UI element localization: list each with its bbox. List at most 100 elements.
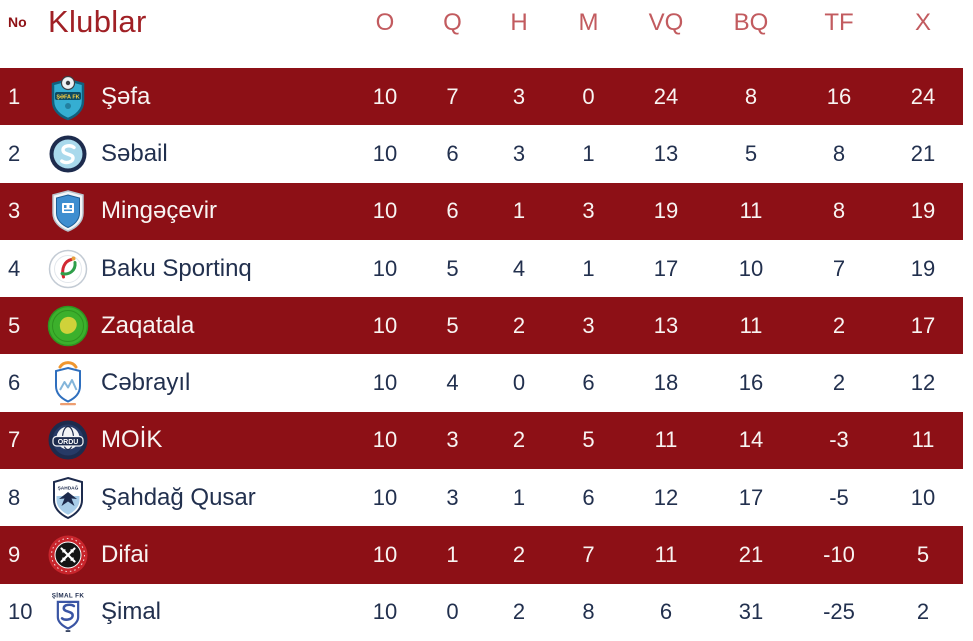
shahdag-crest-icon: ŞAHDAĞ <box>46 472 90 524</box>
shimal-crest-icon: ŞİMAL FK <box>46 586 90 638</box>
stat-m: 3 <box>582 312 595 338</box>
club-cell: ŞİMAL FK Şimal <box>44 586 351 638</box>
stat-tf: 7 <box>832 255 846 281</box>
stat-x: 12 <box>910 370 936 396</box>
table-row: 8 ŞAHDAĞ Şahdağ Qusar 10 3 1 6 12 17 -5 … <box>0 469 963 527</box>
stat-vq: 24 <box>653 83 679 109</box>
col-header-vq: VQ <box>648 9 684 36</box>
stat-q: 5 <box>446 255 459 281</box>
club-name: Şəfa <box>101 82 151 110</box>
moik-crest-icon: ORDU <box>46 414 90 466</box>
stat-tf: 2 <box>832 370 846 396</box>
club-cell: Mingəçevir <box>44 185 351 237</box>
svg-text:ŞİMAL FK: ŞİMAL FK <box>52 592 85 600</box>
stat-o: 10 <box>372 484 398 510</box>
stat-q: 3 <box>446 484 459 510</box>
stat-bq: 5 <box>744 140 758 166</box>
rank: 10 <box>8 599 33 625</box>
stat-bq: 14 <box>738 427 764 453</box>
difai-crest-icon <box>46 529 90 581</box>
table-row: 9 Difai 10 1 2 7 11 21 -10 5 <box>0 526 963 584</box>
club-cell: Zaqatala <box>44 300 351 352</box>
stat-tf: 8 <box>832 140 846 166</box>
stat-tf: -3 <box>829 427 849 453</box>
shefa-crest-icon: ŞƏFA FK <box>46 71 90 123</box>
stat-bq: 21 <box>738 542 764 568</box>
stat-bq: 11 <box>739 198 763 224</box>
club-cell: ORDU MOİK <box>44 414 351 466</box>
stat-o: 10 <box>372 83 398 109</box>
stat-h: 2 <box>512 427 526 453</box>
stat-x: 24 <box>910 83 936 109</box>
rank: 9 <box>8 542 21 568</box>
club-cell: ŞƏFA FK Şəfa <box>44 71 351 123</box>
club-cell: ŞAHDAĞ Şahdağ Qusar <box>44 472 351 524</box>
stat-bq: 31 <box>738 599 764 625</box>
stat-m: 1 <box>582 140 595 166</box>
stat-vq: 12 <box>653 484 679 510</box>
stat-bq: 10 <box>738 255 764 281</box>
stat-x: 11 <box>911 427 935 453</box>
stat-h: 3 <box>512 83 526 109</box>
table-header: No Klublar O Q H M VQ BQ TF X <box>0 0 963 68</box>
stat-x: 21 <box>910 140 936 166</box>
svg-text:ŞAHDAĞ: ŞAHDAĞ <box>58 483 79 491</box>
stat-m: 3 <box>582 198 595 224</box>
table-row: 3 Mingəçevir 10 6 1 3 19 11 8 19 <box>0 182 963 240</box>
stat-bq: 16 <box>738 370 764 396</box>
rank: 7 <box>8 427 21 453</box>
stat-h: 4 <box>512 255 526 281</box>
stat-x: 2 <box>916 599 930 625</box>
stat-x: 5 <box>916 542 930 568</box>
baku-sporting-crest-icon <box>46 243 90 295</box>
stat-h: 2 <box>512 542 526 568</box>
stat-o: 10 <box>372 312 398 338</box>
club-name: Difai <box>101 541 150 569</box>
stat-o: 10 <box>372 599 398 625</box>
stat-tf: 2 <box>832 312 846 338</box>
stat-m: 6 <box>582 370 595 396</box>
stat-q: 4 <box>446 370 459 396</box>
col-header-m: M <box>578 9 599 36</box>
stat-m: 1 <box>582 255 595 281</box>
stat-o: 10 <box>372 198 398 224</box>
stat-q: 6 <box>446 198 459 224</box>
rank: 6 <box>8 370 21 396</box>
stat-q: 3 <box>446 427 459 453</box>
club-name: Şahdağ Qusar <box>101 483 256 511</box>
stat-x: 17 <box>910 312 936 338</box>
stat-m: 0 <box>582 83 595 109</box>
stat-o: 10 <box>372 370 398 396</box>
club-name: Şimal <box>101 598 162 626</box>
rank: 3 <box>8 198 21 224</box>
stat-h: 0 <box>512 370 526 396</box>
col-header-x: X <box>914 9 931 36</box>
stat-tf: -25 <box>823 599 855 625</box>
stat-tf: 8 <box>832 198 846 224</box>
table-row: 5 Zaqatala 10 5 2 3 13 11 2 17 <box>0 297 963 355</box>
stat-vq: 11 <box>654 542 678 568</box>
zaqatala-crest-icon <box>46 300 90 352</box>
stat-vq: 19 <box>653 198 679 224</box>
svg-text:ORDU: ORDU <box>58 439 79 446</box>
club-name: MOİK <box>101 426 163 454</box>
stat-x: 10 <box>910 484 936 510</box>
rank: 8 <box>8 484 21 510</box>
stat-q: 0 <box>446 599 459 625</box>
cebrayil-crest-icon <box>46 357 90 409</box>
club-cell: Səbail <box>44 128 351 180</box>
stat-h: 1 <box>512 198 526 224</box>
stat-vq: 6 <box>659 599 673 625</box>
stat-o: 10 <box>372 427 398 453</box>
club-cell: Baku Sportinq <box>44 243 351 295</box>
stat-bq: 17 <box>738 484 764 510</box>
club-name: Cəbrayıl <box>101 369 191 397</box>
club-name: Zaqatala <box>101 311 195 339</box>
stat-m: 7 <box>582 542 595 568</box>
stat-tf: 16 <box>826 83 852 109</box>
svg-text:ŞƏFA FK: ŞƏFA FK <box>56 94 79 100</box>
table-row: 6 Cəbrayıl 10 4 0 6 18 16 2 12 <box>0 354 963 412</box>
mingechevir-crest-icon <box>46 185 90 237</box>
stat-m: 6 <box>582 484 595 510</box>
col-header-klublar: Klublar <box>48 4 147 39</box>
